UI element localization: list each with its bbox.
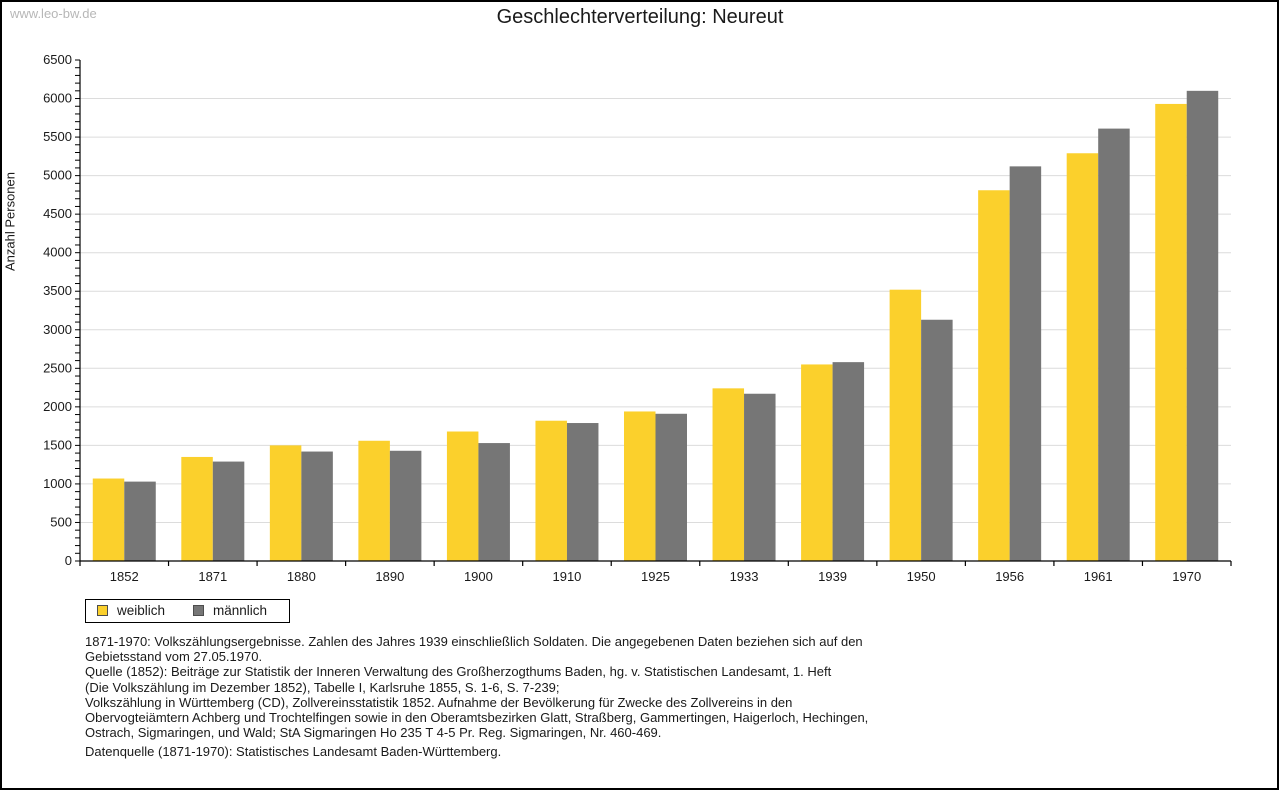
svg-text:3000: 3000 [43,322,72,337]
svg-text:1970: 1970 [1172,569,1201,584]
svg-text:500: 500 [50,514,72,529]
svg-text:3500: 3500 [43,283,72,298]
svg-text:1880: 1880 [287,569,316,584]
svg-text:1852: 1852 [110,569,139,584]
svg-text:0: 0 [65,553,72,568]
svg-text:5000: 5000 [43,168,72,183]
svg-text:4000: 4000 [43,245,72,260]
svg-text:1890: 1890 [375,569,404,584]
svg-text:1000: 1000 [43,476,72,491]
svg-text:1925: 1925 [641,569,670,584]
svg-text:1950: 1950 [907,569,936,584]
svg-text:6500: 6500 [43,52,72,67]
svg-text:1933: 1933 [730,569,759,584]
svg-text:1871: 1871 [198,569,227,584]
svg-text:1900: 1900 [464,569,493,584]
svg-text:1956: 1956 [995,569,1024,584]
svg-text:6000: 6000 [43,91,72,106]
svg-text:1961: 1961 [1084,569,1113,584]
svg-text:2500: 2500 [43,360,72,375]
svg-text:5500: 5500 [43,129,72,144]
svg-text:1939: 1939 [818,569,847,584]
svg-text:4500: 4500 [43,206,72,221]
svg-text:1500: 1500 [43,437,72,452]
svg-text:2000: 2000 [43,399,72,414]
svg-text:1910: 1910 [552,569,581,584]
